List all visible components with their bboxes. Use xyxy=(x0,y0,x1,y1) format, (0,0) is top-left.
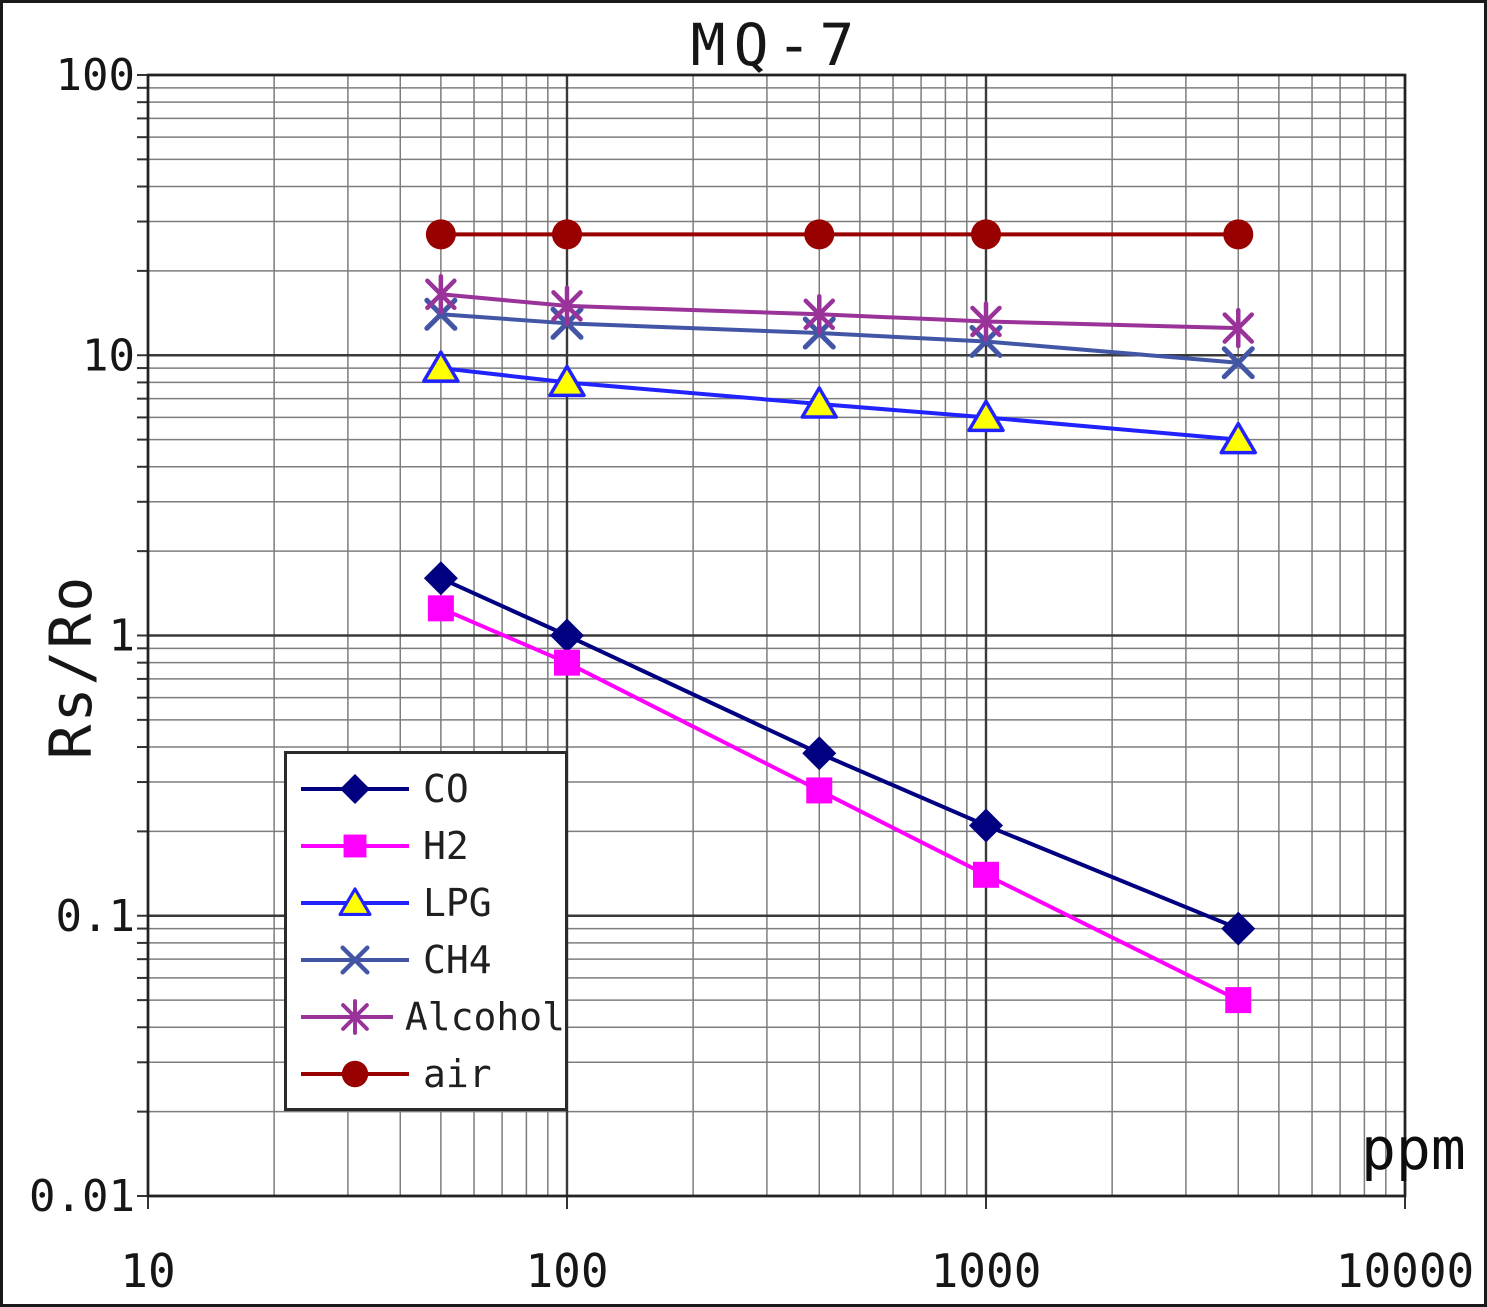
diamond-marker xyxy=(969,808,1003,843)
legend-sample-square-icon xyxy=(301,834,409,857)
triangle-marker xyxy=(422,350,460,383)
circle-marker xyxy=(971,219,1001,250)
circle-marker xyxy=(804,219,835,250)
y-tick-label: 0.01 xyxy=(29,1171,135,1222)
diamond-marker xyxy=(340,773,370,804)
triangle-marker xyxy=(338,886,372,916)
asterisk-marker xyxy=(970,305,1002,338)
series-markers-air xyxy=(425,219,1254,250)
legend-item-alcohol: Alcohol xyxy=(287,992,565,1042)
circle-marker xyxy=(341,1060,369,1087)
legend-label: H2 xyxy=(423,823,469,868)
square-marker xyxy=(554,649,580,676)
x-marker xyxy=(1221,346,1255,380)
square-marker xyxy=(427,595,454,622)
diamond-marker xyxy=(550,618,584,653)
series-markers-h2 xyxy=(427,595,1252,1014)
series-markers-alcohol xyxy=(425,274,1255,349)
x-tick-label: 10 xyxy=(120,1244,175,1298)
triangle-marker xyxy=(548,364,586,398)
legend-item-ch4: CH4 xyxy=(287,935,565,985)
legend-label: LPG xyxy=(423,880,492,925)
y-tick-label: 100 xyxy=(56,50,135,101)
y-tick-label: 10 xyxy=(82,330,135,381)
legend-sample-x-icon xyxy=(301,944,409,975)
legend-item-air: air xyxy=(287,1049,565,1099)
x-tick-label: 10000 xyxy=(1336,1244,1474,1298)
legend-label: air xyxy=(423,1051,492,1096)
diamond-marker xyxy=(1221,911,1256,946)
y-tick-label: 0.1 xyxy=(56,891,135,942)
legend-label: CO xyxy=(423,766,469,811)
legend-item-co: CO xyxy=(287,764,565,814)
triangle-marker xyxy=(800,386,839,419)
triangle-marker xyxy=(967,399,1005,433)
square-marker xyxy=(1225,987,1252,1014)
triangle-marker xyxy=(1219,421,1258,455)
x-marker xyxy=(340,944,370,975)
asterisk-marker xyxy=(803,298,836,331)
series-markers-co xyxy=(423,561,1256,946)
legend-sample-diamond-icon xyxy=(301,773,409,804)
diamond-marker xyxy=(423,561,458,596)
chart-title: MQ-7 xyxy=(690,11,863,79)
asterisk-marker xyxy=(1222,312,1255,344)
square-marker xyxy=(343,834,367,857)
square-marker xyxy=(973,861,999,888)
square-marker xyxy=(806,777,833,804)
plot-border xyxy=(146,73,1407,1198)
legend-item-lpg: LPG xyxy=(287,878,565,928)
circle-marker xyxy=(552,219,582,250)
asterisk-marker xyxy=(551,290,583,322)
legend-label: Alcohol xyxy=(404,994,565,1039)
chart-legend: CO H2 LPG CH4 Alcohol air xyxy=(284,751,568,1111)
asterisk-marker xyxy=(341,1002,369,1031)
legend-sample-asterisk-icon xyxy=(301,998,393,1035)
series-markers-lpg xyxy=(422,350,1258,455)
legend-item-h2: H2 xyxy=(287,821,565,871)
circle-marker xyxy=(425,219,456,250)
asterisk-marker xyxy=(425,278,457,311)
legend-sample-circle-icon xyxy=(301,1060,409,1087)
diamond-marker xyxy=(802,736,837,771)
chart-plot-area: 100 10 1 0.1 0.01 10 100 1000 10000 xyxy=(29,50,1474,1298)
x-axis-unit-label: ppm xyxy=(1361,1115,1466,1183)
circle-marker xyxy=(1223,219,1254,250)
series-markers-ch4 xyxy=(424,297,1255,380)
legend-sample-triangle-icon xyxy=(301,886,409,916)
x-tick-label: 1000 xyxy=(931,1244,1042,1298)
legend-label: CH4 xyxy=(423,937,492,982)
x-tick-label: 100 xyxy=(525,1244,608,1298)
y-tick-label: 1 xyxy=(109,611,136,662)
